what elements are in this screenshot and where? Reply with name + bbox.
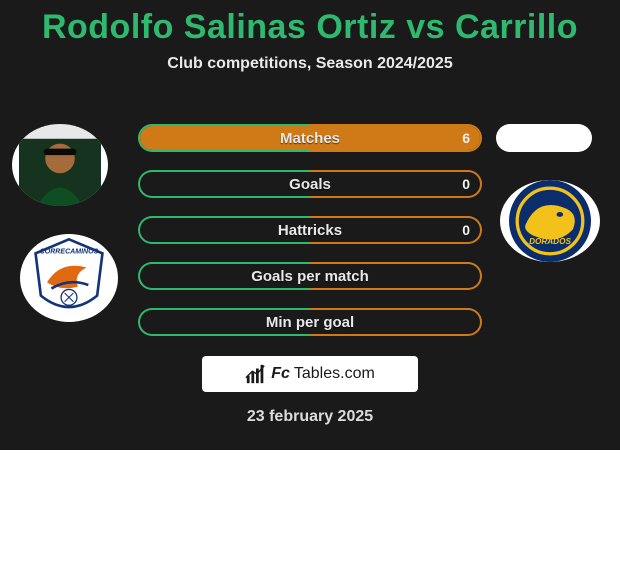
comparison-card: Rodolfo Salinas Ortiz vs Carrillo Club c… [0,0,620,450]
stat-value-right: 0 [452,218,480,242]
stats-bars: Matches6Goals0Hattricks0Goals per matchM… [138,124,482,336]
brand-badge[interactable]: FcTables.com [202,356,418,392]
stat-value-right: 0 [452,172,480,196]
stat-label: Hattricks [140,218,480,242]
stat-row: Goals per match [138,262,482,290]
dorados-crest-icon: DORADOS [500,180,600,262]
stat-value-right: 6 [452,126,480,150]
team2-crest: DORADOS [500,180,600,262]
stat-row: Min per goal [138,308,482,336]
svg-text:CORRECAMINOS: CORRECAMINOS [40,248,99,255]
player-photo-icon [12,124,108,206]
stat-row: Goals0 [138,170,482,198]
brand-text-left: Fc [271,365,290,383]
correcaminos-crest-icon: CORRECAMINOS [20,234,118,322]
stat-label: Matches [140,126,480,150]
stat-label: Min per goal [140,310,480,334]
footer-date: 23 february 2025 [0,408,620,426]
barchart-icon [245,363,267,385]
player2-avatar [496,124,592,152]
stat-label: Goals [140,172,480,196]
stat-label: Goals per match [140,264,480,288]
svg-text:DORADOS: DORADOS [529,237,571,246]
player1-avatar [12,124,108,206]
brand-text-right: Tables.com [294,365,375,383]
page-title: Rodolfo Salinas Ortiz vs Carrillo [0,0,620,47]
stat-row: Hattricks0 [138,216,482,244]
page-subtitle: Club competitions, Season 2024/2025 [0,55,620,73]
team1-crest: CORRECAMINOS [20,234,118,322]
stat-row: Matches6 [138,124,482,152]
